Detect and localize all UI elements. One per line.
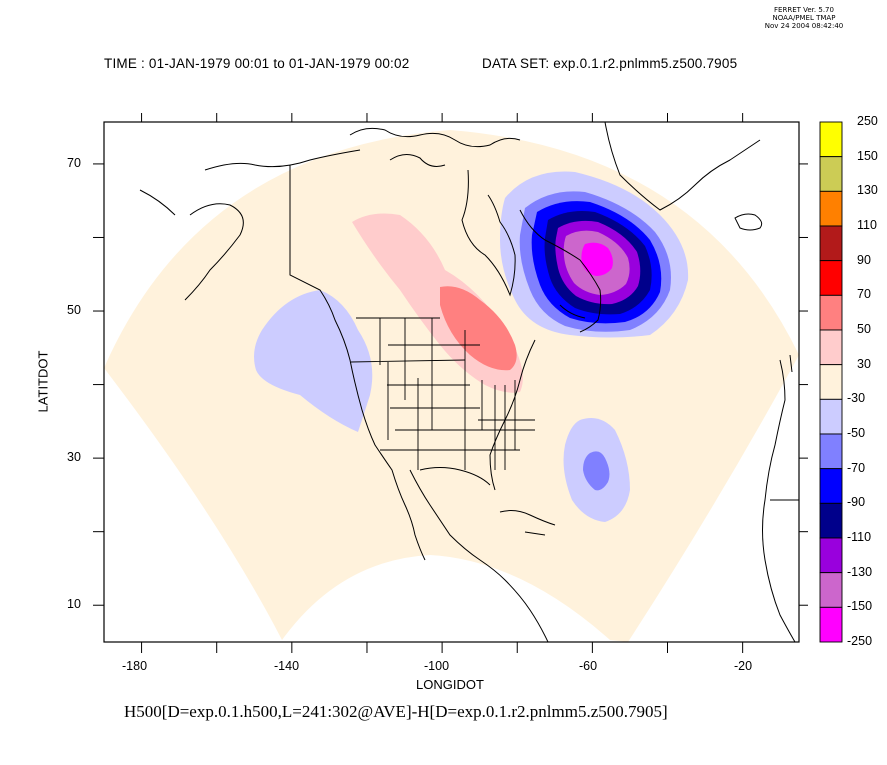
colorbar-level-label: -90	[847, 495, 866, 510]
ferret-stamp: FERRET Ver. 5.70 NOAA/PMEL TMAP Nov 24 2…	[752, 6, 856, 30]
anomaly-lakes-plus50	[440, 286, 517, 371]
y-tick-label: 30	[67, 450, 81, 464]
colorbar-swatch	[819, 572, 843, 608]
colorbar-level-label: -130	[847, 564, 873, 579]
anomaly-atlantic-minus50	[583, 451, 610, 491]
colorbar-level-label: 90	[857, 252, 871, 267]
time-label: TIME : 01-JAN-1979 00:01 to 01-JAN-1979 …	[104, 56, 410, 71]
y-ticks	[93, 163, 808, 606]
colorbar-swatch	[819, 121, 843, 158]
colorbar-level-label: -50	[847, 426, 866, 440]
colorbar-level-label: 110	[857, 218, 877, 232]
colorbar-level-label: -70	[847, 460, 866, 475]
domain-fill	[104, 130, 799, 642]
y-tick-label: 70	[67, 156, 81, 170]
colorbar-swatch	[819, 502, 843, 539]
anomaly-labrador-minus150	[581, 242, 613, 276]
colorbar-level-label: 250	[857, 114, 878, 128]
plot-expression: H500[D=exp.0.1.h500,L=241:302@AVE]-H[D=e…	[124, 702, 668, 721]
y-tick-label: 10	[67, 597, 81, 611]
colorbar-swatch	[819, 329, 843, 366]
colorbar-swatch	[819, 433, 843, 470]
y-axis-label: LATITDOT	[35, 350, 51, 413]
colorbar-level-label: 30	[857, 356, 871, 371]
colorbar-swatch	[819, 468, 843, 504]
colorbar-swatch	[819, 225, 843, 262]
colorbar-level-label: 150	[857, 148, 878, 163]
colorbar-swatch	[819, 398, 843, 435]
colorbar-level-label: -30	[847, 391, 866, 406]
stamp-line-org: NOAA/PMEL TMAP	[772, 14, 836, 22]
dataset-label: DATA SET: exp.0.1.r2.pnlmm5.z500.7905	[482, 56, 738, 71]
plot-frame	[103, 121, 800, 643]
x-tick-label: -20	[734, 659, 753, 673]
colorbar-level-label: 50	[857, 322, 871, 336]
x-ticks	[141, 113, 744, 653]
colorbar-swatch	[819, 294, 843, 331]
colorbar-swatch	[819, 190, 843, 227]
x-tick-label: -60	[579, 659, 598, 673]
colorbar-level-label: -250	[847, 634, 873, 648]
colorbar-level-label: -150	[847, 599, 873, 614]
colorbar-swatch	[819, 606, 843, 643]
colorbar-swatch	[819, 364, 843, 400]
x-axis-label: LONGIDOT	[416, 677, 484, 692]
y-tick-label: 50	[67, 303, 81, 317]
x-tick-label: -140	[274, 659, 300, 673]
colorbar-level-label: 70	[857, 287, 871, 302]
colorbar-swatch	[819, 260, 843, 296]
anomaly-pacific-minus30	[254, 290, 373, 432]
x-tick-label: -100	[424, 659, 450, 673]
colorbar-level-label: 130	[857, 183, 878, 198]
colorbar-swatch	[819, 537, 843, 574]
colorbar	[819, 121, 843, 643]
stamp-line-date: Nov 24 2004 08:42:40	[764, 22, 844, 30]
state-borders	[350, 317, 535, 470]
colorbar-level-label: -110	[847, 530, 872, 544]
x-tick-label: -180	[122, 659, 148, 673]
colorbar-swatch	[819, 156, 843, 192]
stamp-line-version: FERRET Ver. 5.70	[774, 6, 834, 14]
